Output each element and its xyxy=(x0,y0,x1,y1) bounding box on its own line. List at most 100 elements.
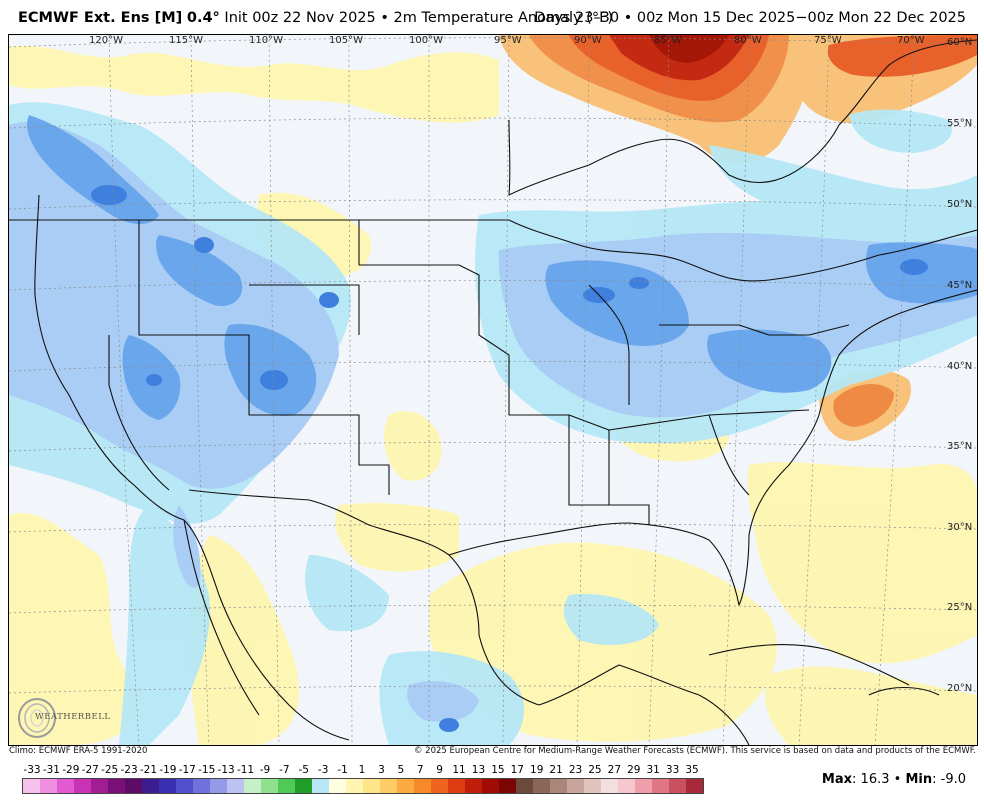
colorbar-swatch xyxy=(380,779,397,793)
max-min-stats: Max: 16.3 • Min: -9.0 xyxy=(821,772,966,787)
model-name: ECMWF Ext. Ens [M] xyxy=(18,10,183,26)
colorbar-tick-label: -17 xyxy=(178,764,196,776)
colorbar-swatch xyxy=(261,779,278,793)
title-bullet: • xyxy=(380,10,389,26)
colorbar-swatch xyxy=(533,779,550,793)
colorbar-tick-label: -3 xyxy=(317,764,329,776)
colorbar-tick-label: -31 xyxy=(42,764,60,776)
valid-period: Days 23–30 • 00z Mon 15 Dec 2025−00z Mon… xyxy=(534,10,966,26)
colorbar-tick-label: -23 xyxy=(120,764,138,776)
colorbar-swatch xyxy=(601,779,618,793)
colorbar-swatch xyxy=(567,779,584,793)
lat-label: 60°N xyxy=(947,37,973,48)
colorbar-swatch xyxy=(635,779,652,793)
colorbar xyxy=(22,778,704,794)
colorbar-tick-label: 11 xyxy=(452,764,466,776)
climo-note: Climo: ECMWF ERA-5 1991-2020 xyxy=(9,746,148,756)
colorbar-swatch xyxy=(176,779,193,793)
colorbar-tick-label: 25 xyxy=(588,764,602,776)
map-panel: 120°W 115°W 110°W 105°W 100°W 95°W 90°W … xyxy=(8,34,978,746)
lon-label: 105°W xyxy=(329,35,363,46)
lon-label: 80°W xyxy=(734,35,762,46)
colorbar-swatch xyxy=(278,779,295,793)
lat-label: 35°N xyxy=(947,441,973,452)
lon-label: 120°W xyxy=(89,35,123,46)
min-value: -9.0 xyxy=(940,772,966,787)
lat-label: 40°N xyxy=(947,361,973,372)
colorbar-swatch xyxy=(448,779,465,793)
colorbar-tick-label: 33 xyxy=(665,764,680,776)
colorbar-tick-label: -19 xyxy=(159,764,177,776)
lon-label: 100°W xyxy=(409,35,443,46)
colorbar-swatch xyxy=(91,779,108,793)
lon-label: 115°W xyxy=(169,35,203,46)
lat-label: 55°N xyxy=(947,118,973,129)
logo-text: WEATHERBELL xyxy=(35,712,111,722)
colorbar-swatch xyxy=(329,779,346,793)
colorbar-tick-label: -21 xyxy=(139,764,158,776)
colorbar-labels: -33 -31 -29 -27 -25 -23 -21 -19 -17 -15 -13 -11 -9 -7… xyxy=(14,764,714,778)
cold-deep-anomaly xyxy=(91,185,928,732)
colorbar-swatch xyxy=(227,779,244,793)
colorbar-tick-label: 3 xyxy=(378,764,385,776)
colorbar-swatch xyxy=(346,779,363,793)
colorbar-tick-label: -9 xyxy=(259,764,271,776)
colorbar-tick-label: 15 xyxy=(491,764,505,776)
max-value: 16.3 xyxy=(860,772,890,787)
init-time: Init 00z 22 Nov 2025 xyxy=(224,10,376,26)
colorbar-swatch xyxy=(125,779,142,793)
copyright-note: © 2025 European Centre for Medium-Range … xyxy=(413,746,976,756)
max-label: Max xyxy=(821,772,853,787)
colorbar-swatch xyxy=(295,779,312,793)
colorbar-swatch xyxy=(40,779,57,793)
boundaries xyxy=(9,39,977,745)
colorbar-tick-label: 13 xyxy=(471,764,486,776)
weatherbell-logo: WEATHERBELL xyxy=(15,695,110,741)
colorbar-tick-label: 17 xyxy=(510,764,524,776)
colorbar-swatch xyxy=(431,779,448,793)
lat-label: 30°N xyxy=(947,522,973,533)
colorbar-swatch xyxy=(108,779,125,793)
logo-swirl-icon xyxy=(18,698,56,738)
colorbar-tick-label: 35 xyxy=(685,764,699,776)
colorbar-tick-label: -15 xyxy=(198,764,216,776)
colorbar-swatch xyxy=(618,779,635,793)
lon-label: 95°W xyxy=(494,35,522,46)
colorbar-tick-label: -33 xyxy=(23,764,41,776)
colorbar-swatch xyxy=(74,779,91,793)
colorbar-tick-label: 1 xyxy=(358,764,366,776)
lon-label: 90°W xyxy=(574,35,602,46)
colorbar-swatch xyxy=(669,779,686,793)
colorbar-swatch xyxy=(465,779,482,793)
colorbar-tick-label: -27 xyxy=(81,764,99,776)
colorbar-swatch xyxy=(23,779,40,793)
colorbar-swatch xyxy=(57,779,74,793)
colorbar-swatch xyxy=(159,779,176,793)
colorbar-swatch xyxy=(482,779,499,793)
colorbar-tick-label: 29 xyxy=(627,764,641,776)
colorbar-swatch xyxy=(686,779,703,793)
colorbar-swatch xyxy=(516,779,533,793)
colorbar-swatch xyxy=(363,779,380,793)
colorbar-tick-label: 31 xyxy=(646,764,660,776)
colorbar-tick-label: -25 xyxy=(101,764,119,776)
colorbar-tick-label: -5 xyxy=(298,764,309,776)
variable-name: 2m Temperature Anomaly (°F) xyxy=(393,10,614,26)
lat-label: 20°N xyxy=(947,683,973,694)
graticule xyxy=(9,35,977,745)
model-resolution: 0.4° xyxy=(186,10,220,26)
min-label: Min xyxy=(905,772,933,787)
colorbar-swatch xyxy=(193,779,210,793)
lon-label: 70°W xyxy=(897,35,925,46)
anomaly-map xyxy=(9,35,977,745)
lat-label: 50°N xyxy=(947,199,973,210)
lon-label: 75°W xyxy=(814,35,842,46)
chart-title: ECMWF Ext. Ens [M] 0.4° Init 00z 22 Nov … xyxy=(18,10,613,26)
colorbar-tick-label: 23 xyxy=(568,764,583,776)
colorbar-tick-label: -13 xyxy=(217,764,235,776)
colorbar-swatch xyxy=(244,779,261,793)
colorbar-swatch xyxy=(414,779,431,793)
colorbar-swatch xyxy=(584,779,601,793)
colorbar-swatch xyxy=(652,779,669,793)
title-bar: ECMWF Ext. Ens [M] 0.4° Init 00z 22 Nov … xyxy=(0,0,984,34)
